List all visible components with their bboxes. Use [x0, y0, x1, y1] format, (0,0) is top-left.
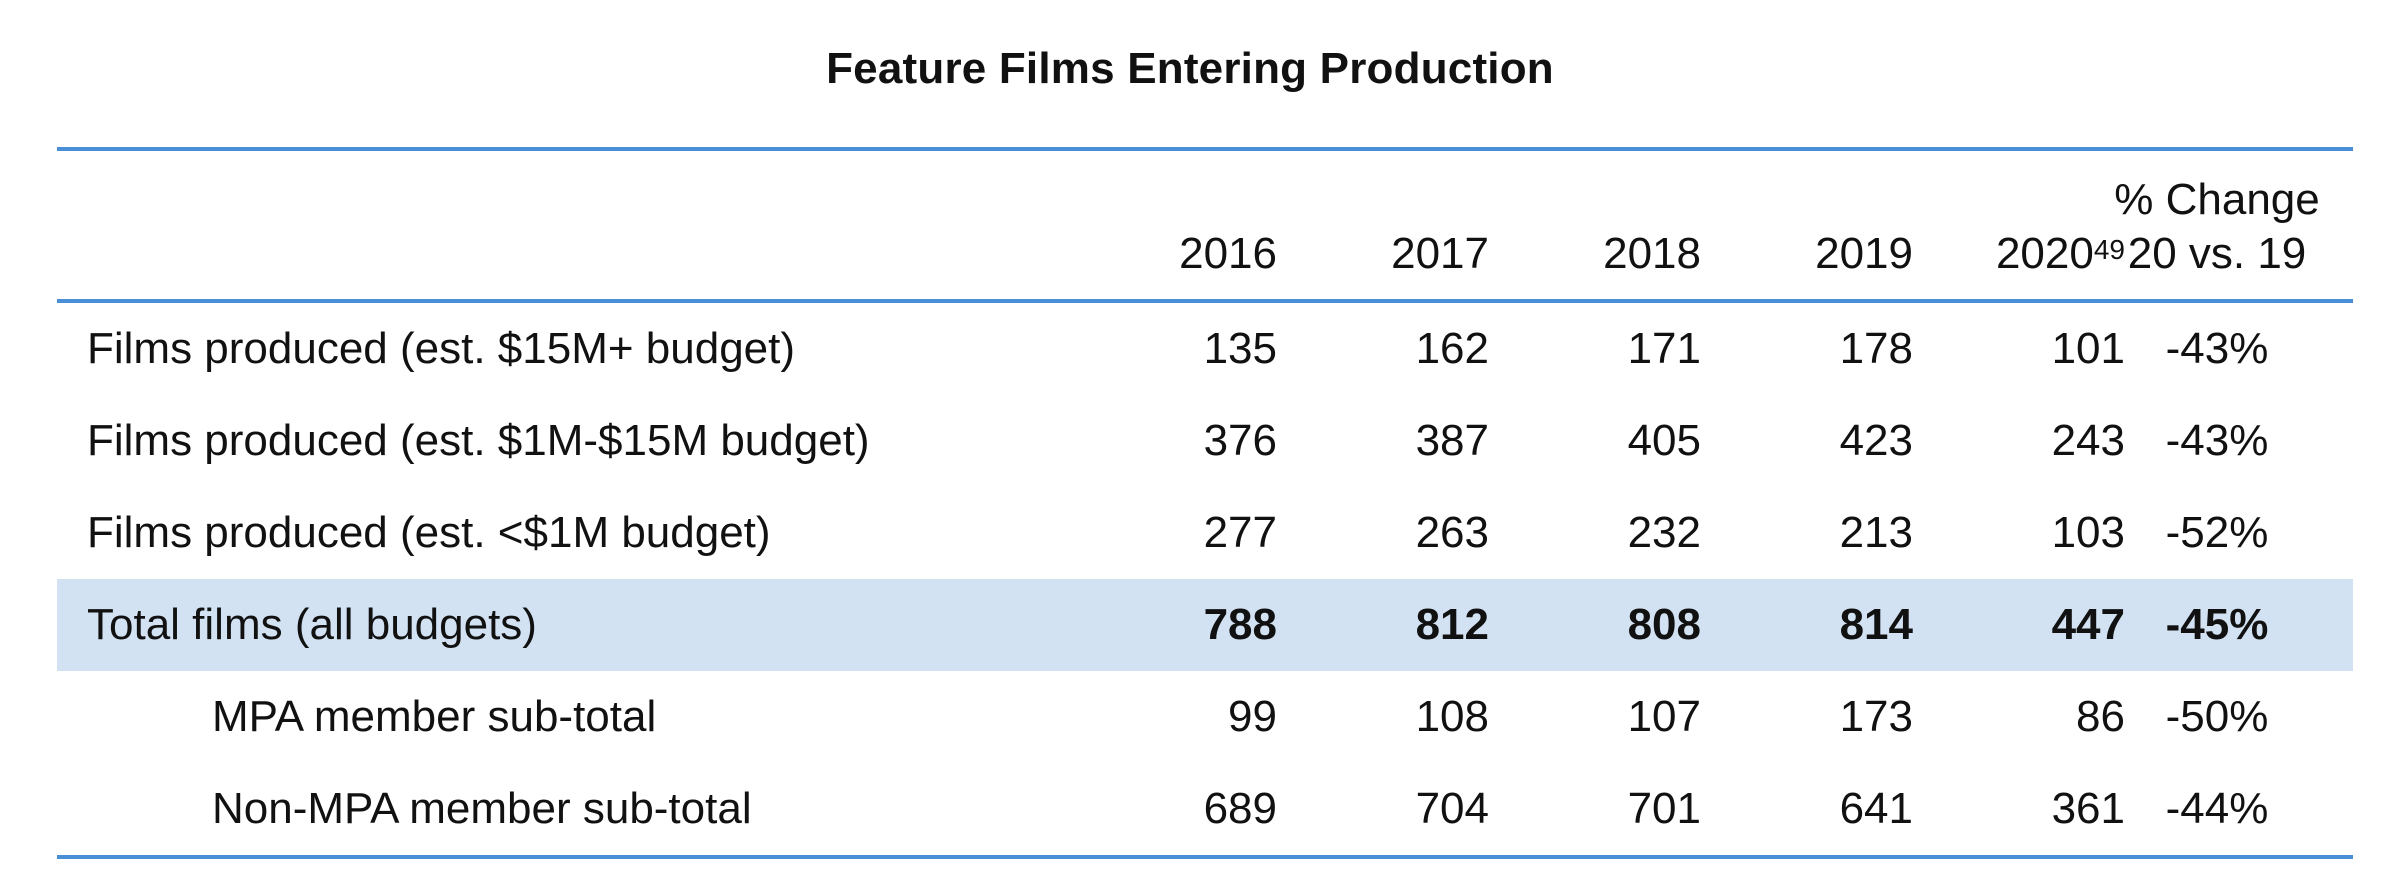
header-2020-footnote: 49 [2093, 234, 2125, 265]
header-pct-change-line1: % Change [2114, 175, 2320, 224]
row-label: MPA member sub-total [212, 692, 657, 741]
table-row: Films produced (est. $1M-$15M budget) 37… [57, 395, 2353, 487]
cell-pct-change: -43% [2165, 324, 2269, 373]
header-row: 2016 2017 2018 2019 202049 % Change 20 v… [57, 151, 2353, 299]
cell-2016: 376 [1203, 416, 1277, 465]
cell-2017: 704 [1415, 784, 1489, 833]
cell-2016: 99 [1228, 692, 1277, 741]
cell-2019: 814 [1839, 600, 1913, 649]
cell-pct-change: -45% [2165, 600, 2269, 649]
cell-pct-change: -44% [2165, 784, 2269, 833]
cell-2018: 232 [1627, 508, 1701, 557]
cell-pct-change: -50% [2165, 692, 2269, 741]
cell-2017: 108 [1415, 692, 1489, 741]
table-body: Films produced (est. $15M+ budget) 135 1… [57, 303, 2353, 855]
top-rule [57, 147, 2353, 151]
cell-pct-change: -43% [2165, 416, 2269, 465]
header-2020: 202049 [1925, 227, 2125, 281]
header-2017: 2017 [1289, 227, 1489, 281]
table-row: Non-MPA member sub-total 689 704 701 641… [57, 763, 2353, 855]
row-label: Films produced (est. $15M+ budget) [87, 324, 796, 373]
header-pct-change: % Change 20 vs. 19 [2097, 173, 2337, 281]
cell-2019: 213 [1839, 508, 1913, 557]
header-2020-label: 2020 [1995, 229, 2094, 278]
table-title: Feature Films Entering Production [826, 44, 1554, 93]
header-2016-label: 2016 [1179, 229, 1277, 278]
table-row: MPA member sub-total 99 108 107 173 86 -… [57, 671, 2353, 763]
cell-2017: 162 [1415, 324, 1489, 373]
cell-2017: 812 [1415, 600, 1489, 649]
cell-2017: 263 [1415, 508, 1489, 557]
cell-2016: 788 [1203, 600, 1277, 649]
cell-2018: 171 [1627, 324, 1701, 373]
cell-2019: 173 [1839, 692, 1913, 741]
table-row: Films produced (est. $15M+ budget) 135 1… [57, 303, 2353, 395]
header-2018-label: 2018 [1603, 229, 1701, 278]
cell-2020: 101 [2051, 324, 2125, 373]
row-label: Non-MPA member sub-total [212, 784, 752, 833]
cell-2018: 808 [1627, 600, 1701, 649]
cell-pct-change: -52% [2165, 508, 2269, 557]
header-2019-label: 2019 [1815, 229, 1913, 278]
header-2019: 2019 [1713, 227, 1913, 281]
row-label: Films produced (est. $1M-$15M budget) [87, 416, 870, 465]
header-2017-label: 2017 [1391, 229, 1489, 278]
cell-2017: 387 [1415, 416, 1489, 465]
header-2016: 2016 [1077, 227, 1277, 281]
cell-2016: 689 [1203, 784, 1277, 833]
cell-2020: 243 [2051, 416, 2125, 465]
header-rule [57, 299, 2353, 303]
cell-2016: 135 [1203, 324, 1277, 373]
cell-2019: 641 [1839, 784, 1913, 833]
table-row-total: Total films (all budgets) 788 812 808 81… [57, 579, 2353, 671]
cell-2019: 423 [1839, 416, 1913, 465]
cell-2020: 447 [2051, 600, 2125, 649]
cell-2018: 107 [1627, 692, 1701, 741]
header-pct-change-line2: 20 vs. 19 [2127, 229, 2307, 278]
cell-2018: 405 [1627, 416, 1701, 465]
header-2018: 2018 [1501, 227, 1701, 281]
cell-2020: 103 [2051, 508, 2125, 557]
cell-2020: 361 [2051, 784, 2125, 833]
row-label: Films produced (est. <$1M budget) [87, 508, 771, 557]
cell-2018: 701 [1627, 784, 1701, 833]
table-row: Films produced (est. <$1M budget) 277 26… [57, 487, 2353, 579]
row-label: Total films (all budgets) [87, 600, 537, 649]
bottom-rule [57, 855, 2353, 859]
cell-2019: 178 [1839, 324, 1913, 373]
films-table: 2016 2017 2018 2019 202049 % Change 20 v… [57, 147, 2353, 859]
cell-2020: 86 [2076, 692, 2125, 741]
cell-2016: 277 [1203, 508, 1277, 557]
